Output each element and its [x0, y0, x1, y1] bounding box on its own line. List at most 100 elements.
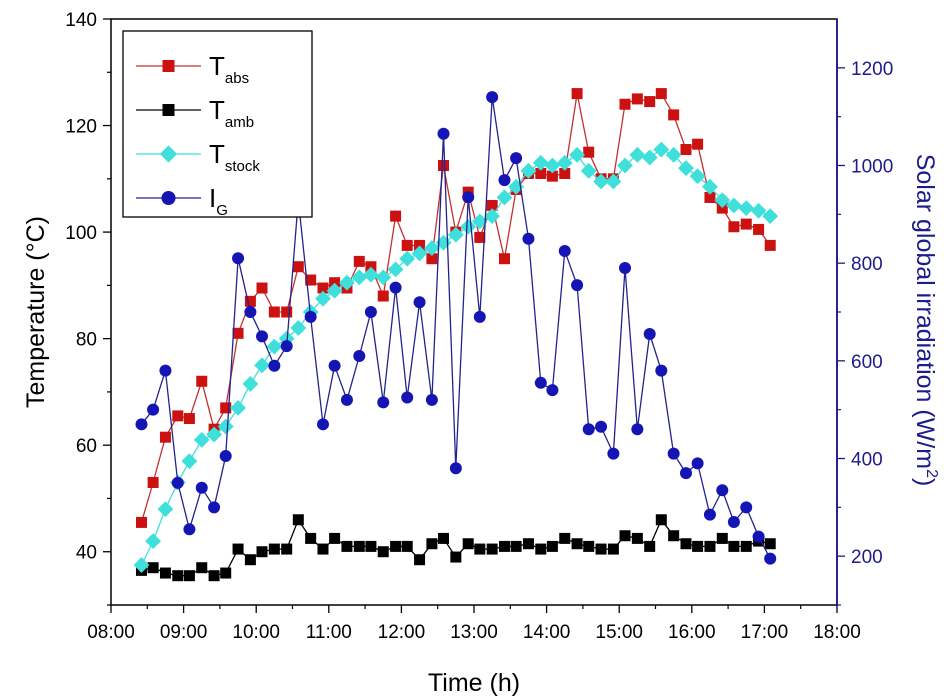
data-point [704, 191, 716, 203]
legend-marker [159, 145, 178, 163]
data-point [544, 157, 561, 174]
data-point [678, 160, 694, 177]
x-tick-label: 18:00 [813, 622, 861, 643]
data-point [339, 274, 355, 291]
data-point [631, 532, 643, 544]
data-point [305, 274, 317, 286]
data-point [135, 516, 147, 528]
data-point [752, 530, 765, 543]
legend-label-main: T [209, 139, 225, 169]
data-point [474, 231, 486, 243]
data-point [535, 543, 547, 555]
x-tick-label: 12:00 [378, 622, 426, 643]
y-right-tick-label: 400 [851, 450, 883, 471]
data-point [268, 359, 281, 372]
series-layer [133, 88, 779, 582]
data-point [643, 327, 656, 340]
legend-label: Tstock [209, 139, 260, 175]
y-left-tick-label: 140 [65, 10, 97, 31]
series-t-amb [135, 514, 776, 582]
data-point [498, 540, 510, 552]
data-point [317, 282, 329, 294]
data-point [631, 423, 644, 436]
data-point [704, 540, 716, 552]
data-point [401, 540, 413, 552]
data-point [220, 567, 232, 579]
data-point [569, 146, 586, 163]
data-point [667, 447, 680, 460]
data-point [375, 269, 392, 286]
data-point [401, 391, 414, 404]
data-point [377, 290, 389, 302]
data-point [474, 543, 486, 555]
legend-label-main: T [209, 51, 225, 81]
legend-label-sub: abs [225, 70, 249, 87]
data-point [607, 543, 619, 555]
data-point [232, 543, 244, 555]
data-point [425, 393, 438, 406]
data-point [535, 167, 547, 179]
data-point [389, 281, 402, 294]
data-point [281, 543, 293, 555]
data-point [220, 402, 232, 414]
legend-entry: Tamb [136, 95, 254, 131]
data-point [328, 359, 341, 372]
x-tick-label: 11:00 [306, 622, 352, 643]
data-point [631, 93, 643, 105]
data-point [546, 384, 559, 397]
data-point [413, 296, 426, 309]
data-point [256, 330, 269, 343]
data-point [266, 338, 283, 355]
data-point [641, 149, 658, 166]
data-point [725, 197, 742, 214]
data-point [219, 450, 232, 463]
data-point [208, 501, 221, 514]
data-point [716, 484, 729, 497]
data-point [496, 189, 513, 206]
data-point [317, 543, 329, 555]
data-point [340, 393, 353, 406]
data-point [546, 170, 558, 182]
data-point [619, 262, 632, 275]
x-tick-label: 15:00 [595, 622, 643, 643]
data-point [411, 245, 428, 262]
data-point [558, 244, 571, 257]
data-point [462, 191, 475, 204]
data-point [217, 418, 234, 435]
data-point [329, 277, 341, 289]
data-point [147, 562, 159, 574]
data-point [208, 570, 220, 582]
data-point [181, 453, 198, 470]
legend-label: Tamb [209, 95, 254, 131]
data-point [172, 570, 184, 582]
data-point [206, 426, 223, 443]
data-point [183, 570, 195, 582]
y-axis-right-title-sup: 2 [923, 469, 940, 478]
data-point [159, 364, 172, 377]
y-axis-left-title: Temperature (°C) [22, 216, 50, 408]
data-point [254, 357, 270, 374]
data-point [329, 532, 341, 544]
data-point [471, 213, 488, 230]
data-point [244, 554, 256, 566]
data-point [232, 327, 244, 339]
data-point [605, 173, 622, 190]
data-point [665, 146, 682, 163]
data-point [268, 306, 280, 318]
data-point [426, 538, 438, 550]
data-point [593, 173, 609, 190]
data-point [583, 146, 595, 158]
data-point [764, 552, 777, 565]
y-left-tick-label: 40 [76, 543, 97, 564]
data-point [619, 98, 631, 110]
data-point [653, 141, 670, 158]
data-point [595, 420, 608, 433]
data-point [716, 202, 728, 214]
data-point [364, 306, 377, 318]
data-point [315, 290, 331, 307]
data-point [510, 152, 523, 165]
data-point [655, 364, 668, 377]
data-point [316, 418, 329, 431]
data-point [399, 250, 416, 267]
